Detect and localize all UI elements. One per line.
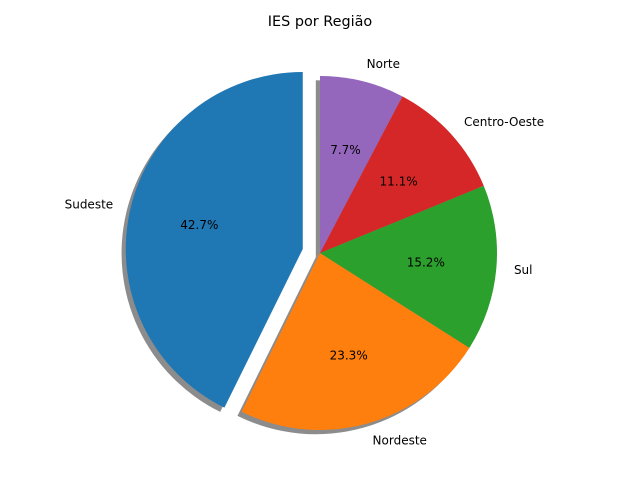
category-label-sul: Sul (514, 263, 533, 277)
pct-label-centro-oeste: 11.1% (379, 175, 417, 189)
category-label-centro-oeste: Centro-Oeste (464, 115, 544, 129)
label-layer: 42.7% Sudeste 23.3% Nordeste 15.2% Sul 11.1% Ce… (65, 57, 545, 448)
pie-slice-norte (320, 76, 403, 253)
pct-label-norte: 7.7% (330, 143, 361, 157)
category-label-sudeste: Sudeste (65, 198, 114, 212)
pie-slice-sul (320, 185, 497, 348)
slice-layer (125, 71, 497, 430)
pie-slice-sudeste (125, 71, 303, 408)
pie-slice-centro-oeste (320, 96, 484, 253)
pct-label-sul: 15.2% (407, 255, 445, 269)
pct-label-nordeste: 23.3% (330, 348, 368, 362)
category-label-norte: Norte (367, 57, 400, 71)
pie-slice-nordeste (241, 253, 470, 430)
chart-title: IES por Região (268, 14, 373, 30)
category-label-nordeste: Nordeste (373, 433, 427, 447)
pct-label-sudeste: 42.7% (180, 218, 218, 232)
